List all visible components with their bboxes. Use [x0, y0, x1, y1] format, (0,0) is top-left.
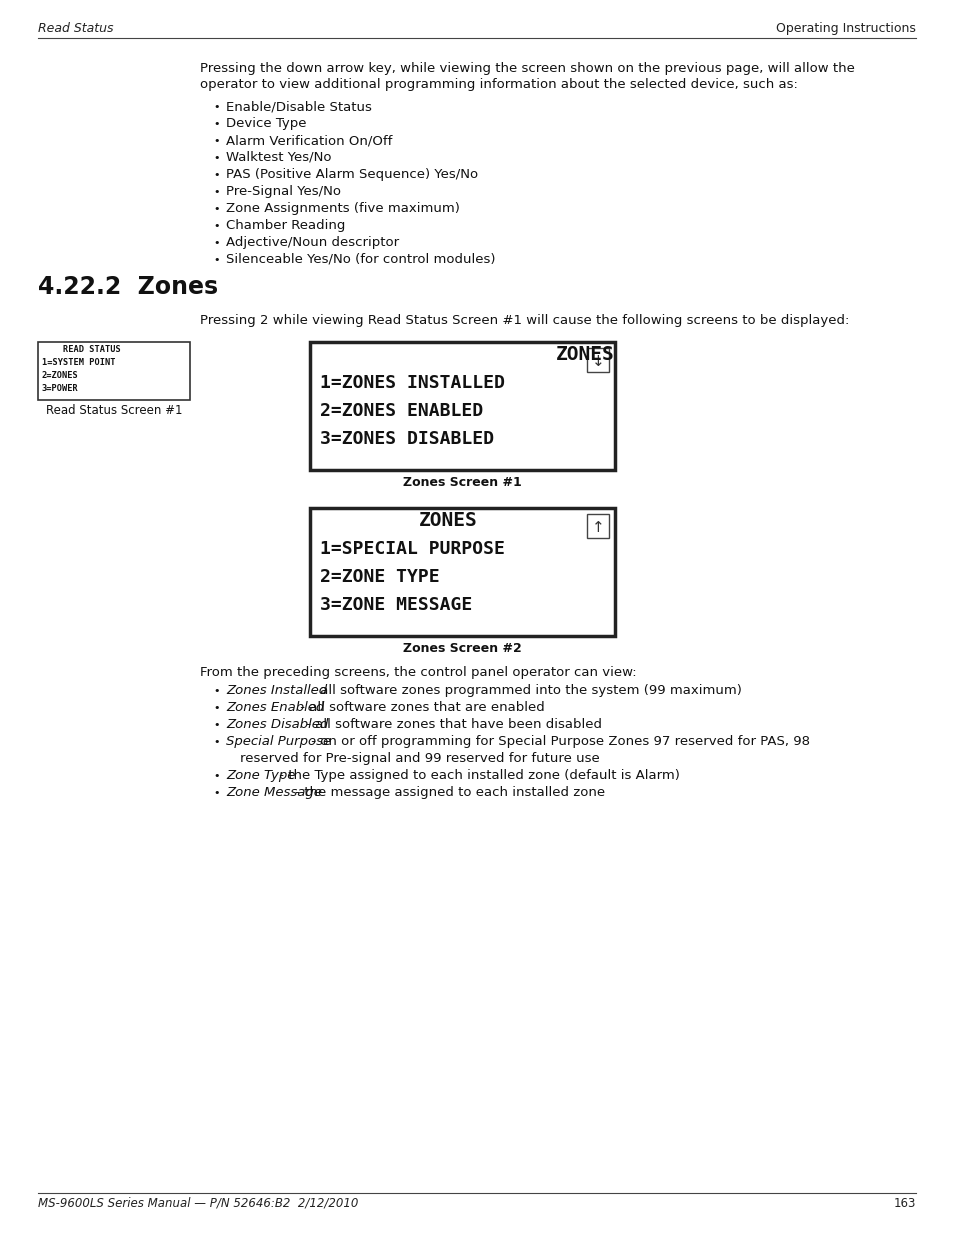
Text: •: •: [213, 788, 219, 798]
Bar: [586, 348, 608, 372]
Text: Zone Type: Zone Type: [226, 769, 295, 782]
Text: Read Status: Read Status: [38, 22, 113, 35]
Text: •: •: [213, 186, 219, 198]
Text: ↑: ↑: [591, 520, 604, 536]
Text: Pressing the down arrow key, while viewing the screen shown on the previous page: Pressing the down arrow key, while viewi…: [200, 62, 854, 75]
Text: Walktest Yes/No: Walktest Yes/No: [226, 151, 331, 164]
Text: 1=ZONES INSTALLED: 1=ZONES INSTALLED: [319, 374, 504, 391]
Text: •: •: [213, 136, 219, 146]
Text: •: •: [213, 238, 219, 248]
Text: 2=ZONES: 2=ZONES: [42, 370, 79, 380]
Text: Zones Enabled: Zones Enabled: [226, 701, 324, 714]
Text: Operating Instructions: Operating Instructions: [776, 22, 915, 35]
Text: Silenceable Yes/No (for control modules): Silenceable Yes/No (for control modules): [226, 253, 495, 266]
Text: - on or off programming for Special Purpose Zones 97 reserved for PAS, 98: - on or off programming for Special Purp…: [307, 735, 809, 748]
Text: 2=ZONE TYPE: 2=ZONE TYPE: [319, 568, 439, 585]
Text: Zone Message: Zone Message: [226, 785, 321, 799]
Text: Zones Disabled: Zones Disabled: [226, 718, 328, 731]
Text: 3=ZONE MESSAGE: 3=ZONE MESSAGE: [319, 597, 472, 614]
Text: reserved for Pre-signal and 99 reserved for future use: reserved for Pre-signal and 99 reserved …: [240, 752, 599, 764]
Text: Zones Installed: Zones Installed: [226, 684, 327, 697]
Text: - the Type assigned to each installed zone (default is Alarm): - the Type assigned to each installed zo…: [274, 769, 679, 782]
Text: Special Purpose: Special Purpose: [226, 735, 331, 748]
Text: •: •: [213, 703, 219, 713]
Text: From the preceding screens, the control panel operator can view:: From the preceding screens, the control …: [200, 666, 636, 679]
Text: ZONES: ZONES: [418, 511, 477, 530]
Text: •: •: [213, 685, 219, 697]
Text: •: •: [213, 204, 219, 214]
Text: 3=ZONES DISABLED: 3=ZONES DISABLED: [319, 430, 494, 448]
Text: 163: 163: [893, 1197, 915, 1210]
Text: ↓: ↓: [591, 354, 604, 369]
Text: •: •: [213, 119, 219, 128]
Text: •: •: [213, 221, 219, 231]
Text: •: •: [213, 170, 219, 180]
Bar: [310, 508, 615, 636]
Text: ZONES: ZONES: [555, 345, 614, 364]
Text: Enable/Disable Status: Enable/Disable Status: [226, 100, 372, 112]
Text: Pre-Signal Yes/No: Pre-Signal Yes/No: [226, 185, 340, 198]
Text: - all software zones programmed into the system (99 maximum): - all software zones programmed into the…: [307, 684, 741, 697]
Text: Zone Assignments (five maximum): Zone Assignments (five maximum): [226, 203, 459, 215]
Text: Zones Screen #2: Zones Screen #2: [403, 642, 521, 655]
Text: 1=SYSTEM POINT: 1=SYSTEM POINT: [42, 358, 115, 367]
Text: MS-9600LS Series Manual — P/N 52646:B2  2/12/2010: MS-9600LS Series Manual — P/N 52646:B2 2…: [38, 1197, 358, 1210]
Text: READ STATUS: READ STATUS: [42, 345, 121, 354]
Bar: [310, 342, 615, 471]
Text: 2=ZONES ENABLED: 2=ZONES ENABLED: [319, 403, 482, 420]
Text: PAS (Positive Alarm Sequence) Yes/No: PAS (Positive Alarm Sequence) Yes/No: [226, 168, 477, 182]
Text: - all software zones that have been disabled: - all software zones that have been disa…: [301, 718, 601, 731]
Text: •: •: [213, 254, 219, 266]
Text: 1=SPECIAL PURPOSE: 1=SPECIAL PURPOSE: [319, 540, 504, 558]
Text: 3=POWER: 3=POWER: [42, 384, 79, 393]
Text: Zones Screen #1: Zones Screen #1: [403, 475, 521, 489]
Text: •: •: [213, 103, 219, 112]
Text: •: •: [213, 720, 219, 730]
Text: - the message assigned to each installed zone: - the message assigned to each installed…: [291, 785, 604, 799]
Text: •: •: [213, 771, 219, 781]
Text: operator to view additional programming information about the selected device, s: operator to view additional programming …: [200, 78, 797, 91]
Text: Adjective/Noun descriptor: Adjective/Noun descriptor: [226, 236, 398, 249]
Text: 4.22.2  Zones: 4.22.2 Zones: [38, 275, 218, 299]
Text: Device Type: Device Type: [226, 117, 306, 130]
Text: Chamber Reading: Chamber Reading: [226, 219, 345, 232]
Text: Alarm Verification On/Off: Alarm Verification On/Off: [226, 135, 392, 147]
Bar: [38, 342, 190, 400]
Text: •: •: [213, 737, 219, 747]
Text: Pressing 2 while viewing Read Status Screen #1 will cause the following screens : Pressing 2 while viewing Read Status Scr…: [200, 314, 848, 327]
Text: - all software zones that are enabled: - all software zones that are enabled: [295, 701, 544, 714]
Bar: [586, 514, 608, 538]
Text: Read Status Screen #1: Read Status Screen #1: [46, 404, 182, 417]
Text: •: •: [213, 153, 219, 163]
